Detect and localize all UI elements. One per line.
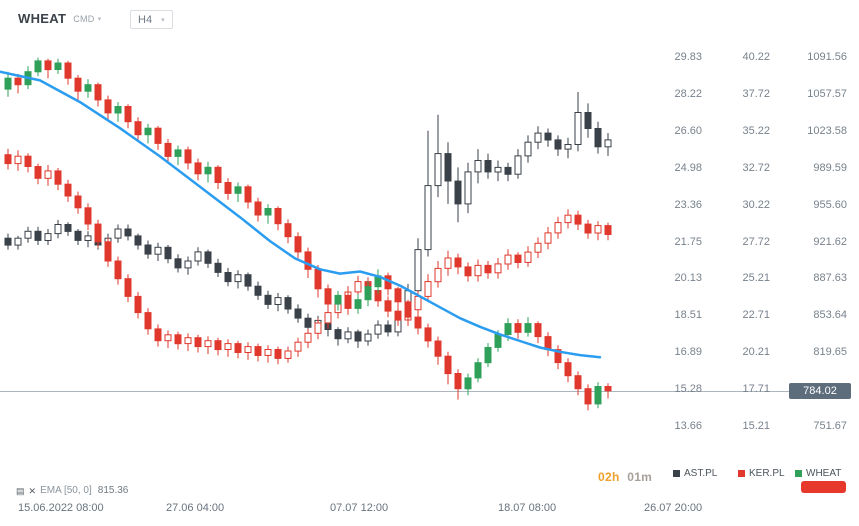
price-axis-label: 1023.58 [807, 124, 847, 137]
price-axis-label: 20.13 [674, 272, 702, 285]
price-axis-label: 24.98 [674, 161, 702, 174]
time-axis-label: 18.07 08:00 [498, 502, 557, 514]
price-axis-label: 13.66 [674, 420, 702, 432]
candle-countdown: 02h 01m [598, 470, 652, 484]
price-axis-label: 20.21 [742, 346, 770, 359]
price-axis-label: 29.83 [674, 51, 702, 63]
time-axis-label: 27.06 04:00 [166, 502, 225, 514]
ema-line [0, 70, 602, 359]
countdown-hours: 02h [598, 470, 620, 484]
series-AST.PL [4, 92, 612, 348]
legend-item-wheat[interactable]: WHEAT [795, 468, 841, 479]
chevron-down-icon: ▾ [161, 16, 165, 24]
price-axis-label: 17.71 [742, 383, 770, 396]
legend-item-kerpl[interactable]: KER.PL [738, 468, 785, 479]
price-axis-label: 989.59 [813, 161, 847, 174]
price-axis-label: 887.63 [813, 272, 847, 285]
indicator-value: 815.36 [97, 485, 129, 496]
current-price-badge: 784.02 [789, 382, 851, 399]
indicator-settings-icon[interactable]: ▤ [16, 485, 25, 496]
legend-swatch-icon [738, 470, 745, 477]
legend-swatch-icon [795, 470, 802, 477]
price-axis-label: 35.22 [742, 124, 770, 137]
price-axis-label: 751.67 [813, 420, 847, 432]
current-price-line [0, 390, 789, 392]
price-axis-label: 16.89 [674, 346, 702, 359]
legend-label: WHEAT [806, 468, 842, 479]
price-alert-badge [801, 481, 846, 493]
symbol-name: WHEAT [18, 11, 67, 26]
timeframe-value: H4 [138, 13, 153, 26]
price-axis-label: 921.62 [813, 235, 847, 248]
price-axis-label: 22.71 [742, 309, 770, 322]
price-axis-label: 37.72 [742, 87, 770, 100]
legend-label: KER.PL [749, 468, 785, 479]
price-axis-label: 1057.57 [807, 87, 847, 100]
timeframe-dropdown[interactable]: H4 ▾ [130, 10, 173, 29]
price-axis-label: 23.36 [674, 198, 702, 211]
indicator-row: ▤ ✕ EMA [50, 0] 815.36 [16, 485, 128, 496]
price-axis-label: 25.21 [742, 272, 770, 285]
countdown-minutes: 01m [627, 470, 653, 484]
price-axis-label: 853.64 [813, 309, 847, 322]
indicator-label: EMA [50, 0] [40, 485, 92, 496]
time-axis-label: 15.06.2022 08:00 [18, 502, 104, 514]
price-axis-label: 819.65 [813, 346, 847, 359]
price-axis-label: 21.75 [674, 235, 702, 248]
time-axis-label: 07.07 12:00 [330, 502, 389, 514]
market-label: CMD [73, 13, 95, 24]
price-axis-label: 27.72 [742, 235, 770, 248]
price-axis-label: 28.22 [674, 87, 702, 100]
price-axis-label: 955.60 [813, 198, 847, 211]
price-axis-label: 1091.56 [807, 51, 847, 63]
indicator-remove-icon[interactable]: ✕ [28, 485, 37, 496]
price-axis-label: 40.22 [742, 51, 770, 63]
chevron-down-icon: ▾ [97, 15, 102, 23]
price-axis-label: 30.22 [742, 198, 770, 211]
price-axis-label: 15.21 [742, 420, 770, 432]
time-axis-label: 26.07 20:00 [644, 502, 703, 514]
legend-swatch-icon [673, 470, 680, 477]
instrument-header[interactable]: WHEAT CMD ▾ [18, 11, 101, 26]
chart-canvas[interactable] [0, 0, 660, 470]
price-axis-label: 26.60 [674, 124, 702, 137]
price-axis-label: 15.28 [674, 383, 702, 396]
legend-label: AST.PL [684, 468, 718, 479]
legend-item-astpl[interactable]: AST.PL [673, 468, 717, 479]
price-axis-label: 18.51 [674, 309, 702, 322]
price-axis-label: 32.72 [742, 161, 770, 174]
